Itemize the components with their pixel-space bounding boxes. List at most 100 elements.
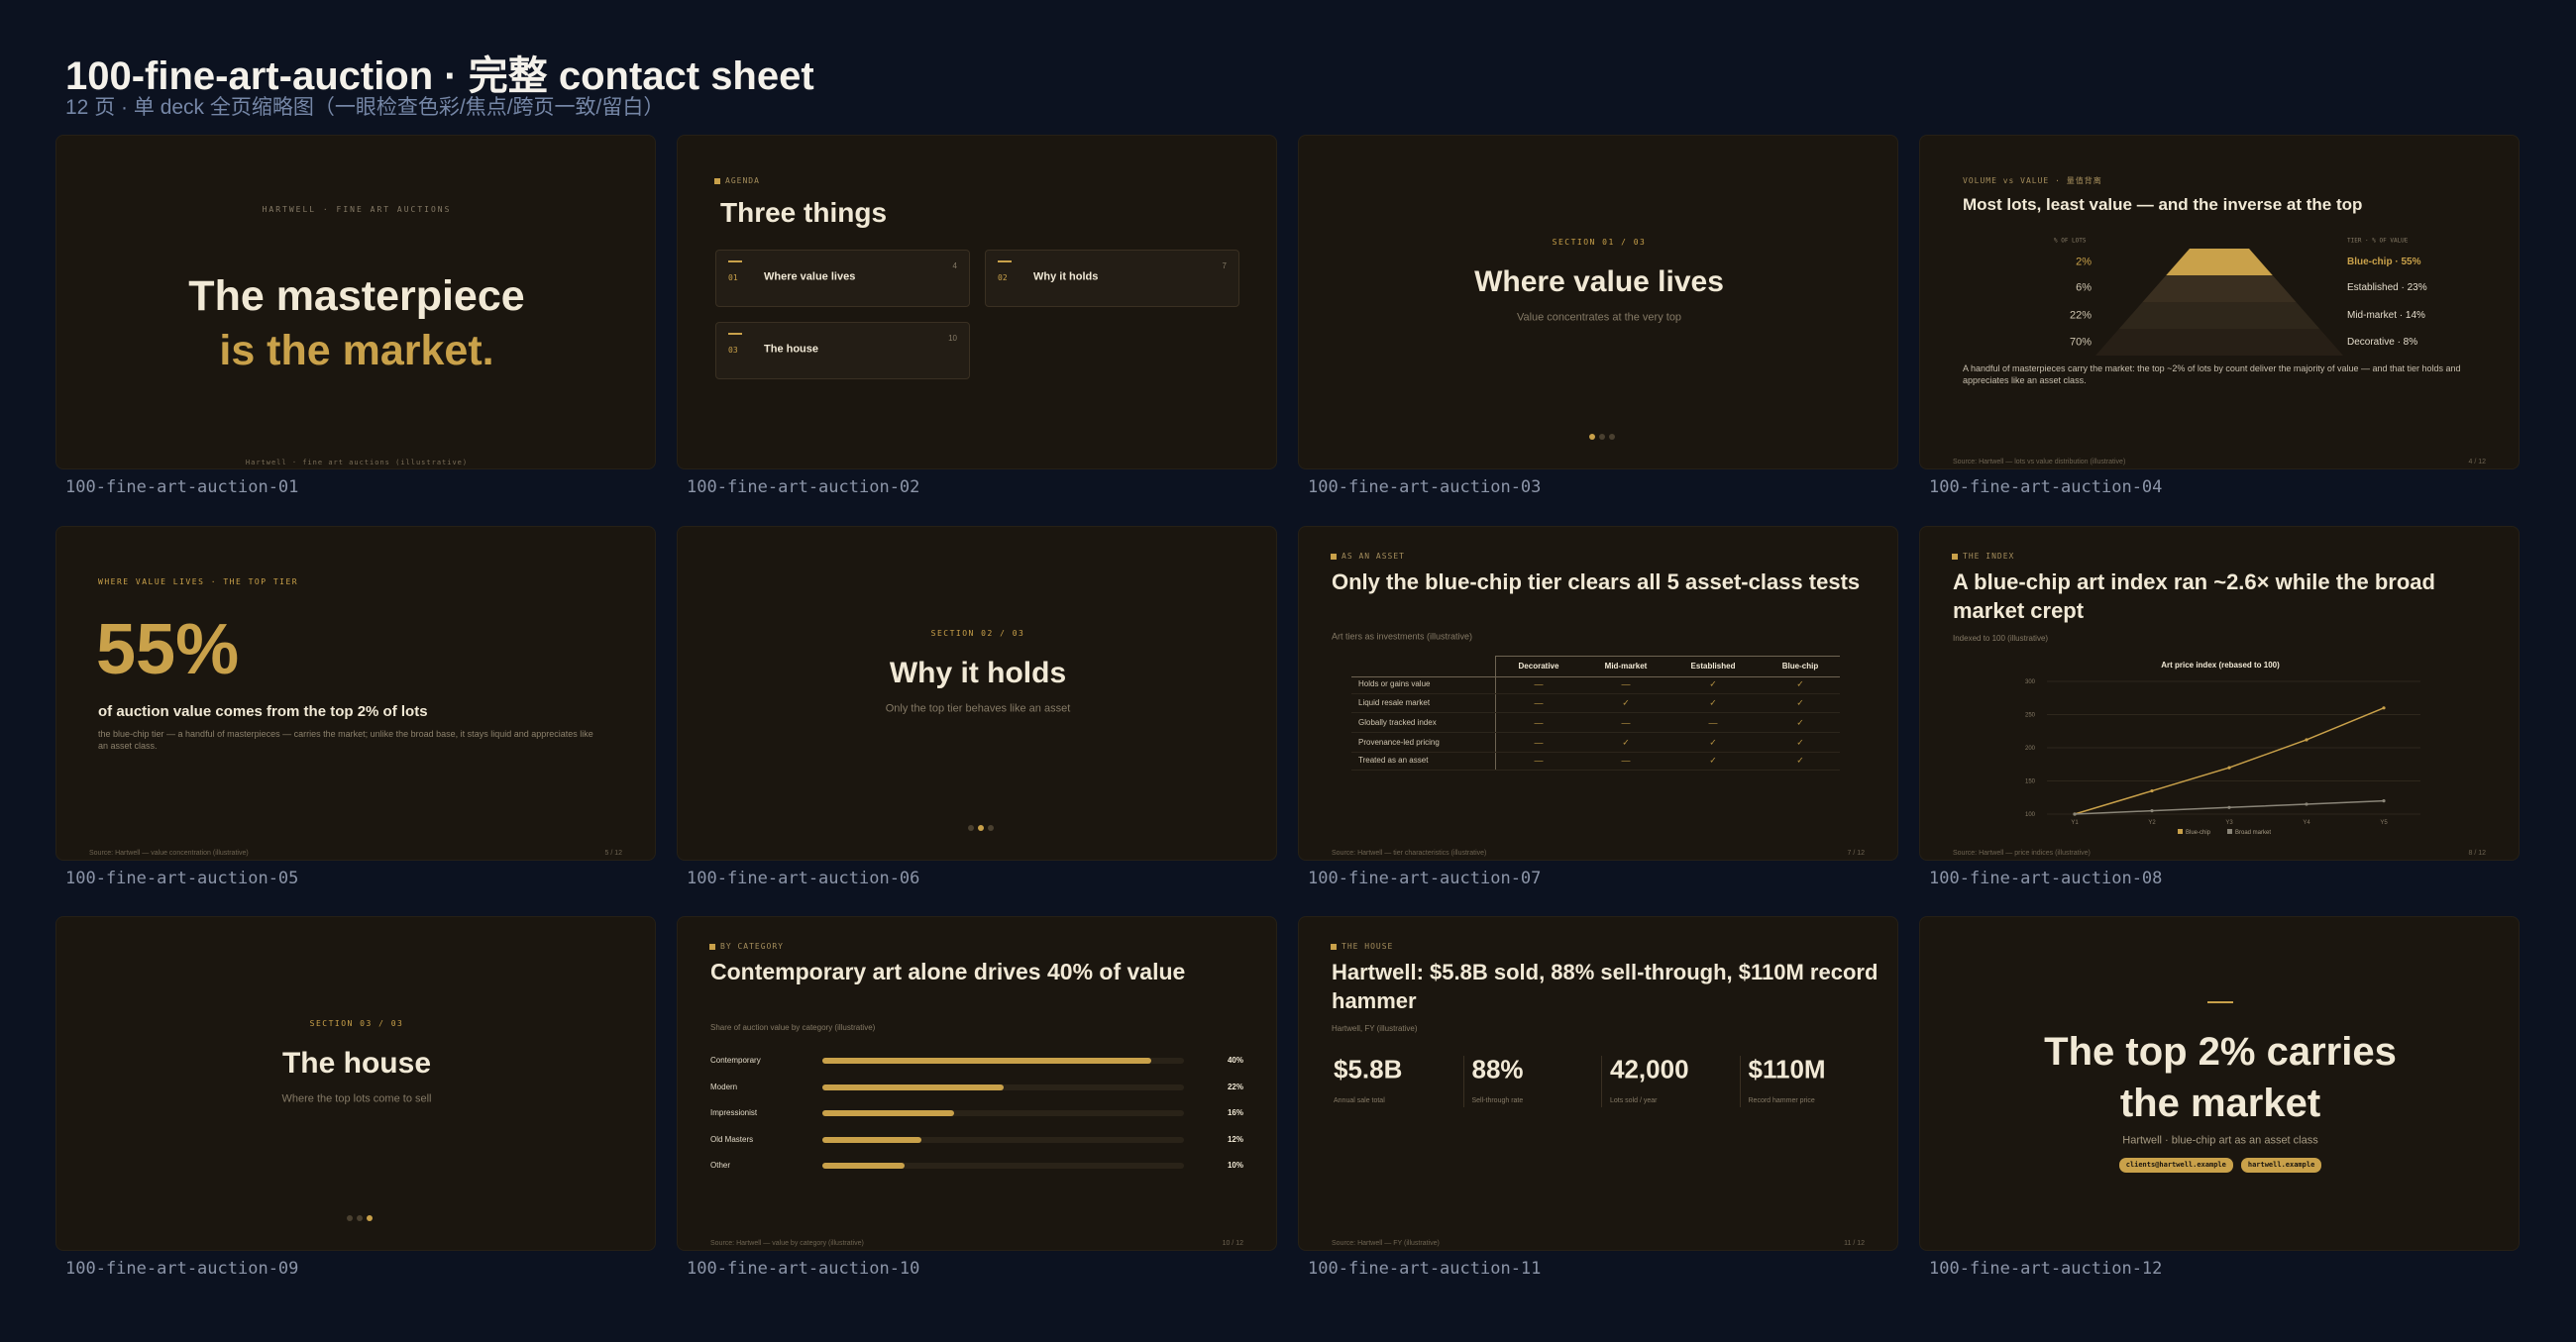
slide-thumbnail[interactable]: SECTION 01 / 03 Where value lives Value co…: [1298, 135, 1898, 469]
big-number: 55%: [96, 609, 240, 689]
stat-label: Sell-through rate: [1471, 1096, 1524, 1104]
bar-label: Old Masters: [710, 1134, 754, 1144]
value-label: 22%: [1227, 1082, 1243, 1091]
slide-title: Only the blue-chip tier clears all 5 ass…: [1332, 569, 1861, 594]
slide-title: Most lots, least value — and the inverse…: [1963, 194, 2363, 214]
value-label: 40%: [1227, 1056, 1243, 1066]
series-point: [2382, 799, 2386, 803]
series-point: [2227, 805, 2231, 809]
kicker-marker: [714, 178, 720, 184]
slide-filename: 100-fine-art-auction-06: [687, 869, 920, 888]
agenda-number: 02: [998, 273, 1008, 283]
progress-dot: [1609, 434, 1615, 440]
table-cell: ✓: [1709, 678, 1717, 689]
slide-filename: 100-fine-art-auction-09: [65, 1259, 299, 1279]
sheet-subtitle: 12 页 · 单 deck 全页缩略图（一眼检查色彩/焦点/跨页一致/留白）: [65, 96, 665, 119]
table-cell: —: [1534, 717, 1544, 728]
pyramid: [2095, 249, 2343, 356]
slide-thumbnail[interactable]: AS AN ASSET Only the blue-chip tier clear…: [1298, 526, 1898, 861]
column-head: % OF LOTS: [2054, 237, 2087, 245]
table-cell: ✓: [1796, 755, 1804, 766]
tier-share: Mid-market · 14%: [2347, 310, 2425, 321]
bar-track: [822, 1084, 1184, 1090]
bar: [822, 1084, 1004, 1090]
table-cell: ✓: [1796, 717, 1804, 728]
slide-thumbnail[interactable]: THE HOUSE Hartwell: $5.8B sold, 88% sell-…: [1298, 916, 1898, 1251]
headline: of auction value comes from the top 2% o…: [98, 703, 428, 720]
kicker: SECTION 02 / 03: [930, 629, 1025, 639]
slide-filename: 100-fine-art-auction-08: [1929, 869, 2163, 888]
section-subtitle: Value concentrates at the very top: [1516, 311, 1682, 324]
kicker: AS AN ASSET: [1342, 552, 1405, 562]
slide-subtitle: Share of auction value by category (illu…: [710, 1023, 876, 1033]
table-cell: ✓: [1796, 697, 1804, 708]
slide-thumbnail[interactable]: SECTION 02 / 03 Why it holds Only the top …: [677, 526, 1277, 861]
page-number: 8 / 12: [2468, 849, 2486, 857]
slide-filename: 100-fine-art-auction-12: [1929, 1259, 2163, 1279]
cover-title: The masterpiece: [188, 272, 525, 321]
chart-title: Art price index (rebased to 100): [2161, 661, 2280, 671]
slide-thumbnail[interactable]: SECTION 03 / 03 The house Where the top lo…: [55, 916, 656, 1251]
closing-subtitle: Hartwell · blue-chip art as an asset cla…: [2122, 1134, 2318, 1147]
row-rule: [1351, 752, 1840, 753]
y-tick-label: 100: [2025, 812, 2036, 818]
slide-thumbnail[interactable]: BY CATEGORY Contemporary art alone drives…: [677, 916, 1277, 1251]
slide-title: Three things: [720, 197, 888, 229]
kicker: WHERE VALUE LIVES · THE TOP TIER: [98, 577, 299, 587]
progress-dot: [347, 1215, 353, 1221]
lots-share: 2%: [2076, 256, 2092, 268]
series-point: [2073, 812, 2077, 816]
agenda-number: 01: [728, 273, 738, 283]
kicker: HARTWELL · FINE ART AUCTIONS: [262, 205, 452, 215]
column-header: Mid-market: [1604, 662, 1648, 671]
column-head: TIER · % OF VALUE: [2347, 237, 2409, 245]
slide-filename: 100-fine-art-auction-10: [687, 1259, 920, 1279]
legend-label: Broad market: [2235, 830, 2271, 836]
stat-label: Lots sold / year: [1610, 1096, 1658, 1104]
slide-thumbnail[interactable]: The top 2% carries the market Hartwell · …: [1919, 916, 2520, 1251]
stat-divider: [1739, 1056, 1741, 1107]
series-point: [2382, 706, 2386, 710]
footer: Source: Hartwell — value concentration (…: [89, 849, 249, 857]
y-tick-label: 150: [2025, 779, 2036, 785]
contact-pill[interactable]: clients@hartwell.example: [2118, 1158, 2233, 1173]
body-text: the blue-chip tier — a handful of master…: [98, 729, 593, 751]
page-number: 11 / 12: [1844, 1239, 1865, 1247]
slide-thumbnail[interactable]: AGENDA Three things 01 Where value lives 4 02…: [677, 135, 1277, 469]
slide-thumbnail[interactable]: VOLUME vs VALUE · 量值背离 Most lots, least v…: [1919, 135, 2520, 469]
slide-filename: 100-fine-art-auction-11: [1308, 1259, 1542, 1279]
series-point: [2305, 738, 2308, 742]
table-cell: ✓: [1709, 755, 1717, 766]
page-number: 10 / 12: [1222, 1239, 1243, 1247]
contact-pill[interactable]: hartwell.example: [2240, 1158, 2322, 1173]
agenda-page: 7: [1222, 261, 1227, 271]
table-cell: ✓: [1622, 697, 1630, 708]
line-chart: 100 150 200 250 300 Y1 Y2 Y3 Y4 Y5 Blue-chip Broad …: [2025, 679, 2420, 836]
slide-thumbnail[interactable]: WHERE VALUE LIVES · THE TOP TIER 55% of au…: [55, 526, 656, 861]
bar-label: Contemporary: [710, 1056, 761, 1066]
table-cell: —: [1534, 678, 1544, 689]
legend-swatch: [2178, 829, 2183, 834]
table-cell: —: [1534, 755, 1544, 766]
closing-title: The top 2% carries the market: [2044, 1030, 2397, 1125]
slide-thumbnail[interactable]: HARTWELL · FINE ART AUCTIONS The masterpi…: [55, 135, 656, 469]
agenda-number: 03: [728, 346, 738, 356]
table-cell: —: [1708, 717, 1718, 728]
kicker-marker: [709, 944, 715, 950]
slide-subtitle: Indexed to 100 (illustrative): [1953, 634, 2049, 644]
table-cell: ✓: [1796, 678, 1804, 689]
slide-thumbnail[interactable]: THE INDEX A blue-chip art index ran ~2.6×…: [1919, 526, 2520, 861]
kicker: BY CATEGORY: [720, 942, 784, 952]
accent-rule: [2207, 1001, 2233, 1003]
x-tick-label: Y2: [2148, 820, 2156, 826]
progress-dot: [357, 1215, 363, 1221]
kicker: VOLUME vs VALUE · 量值背离: [1963, 176, 2102, 186]
kicker-marker: [1331, 944, 1337, 950]
pyramid-layer: [2095, 329, 2343, 356]
row-rule: [1351, 712, 1840, 713]
row-label: Globally tracked index: [1358, 718, 1437, 728]
bar-track: [822, 1110, 1184, 1116]
pyramid-layer: [2142, 275, 2297, 302]
footer: Source: Hartwell — price indices (illust…: [1953, 849, 2091, 857]
